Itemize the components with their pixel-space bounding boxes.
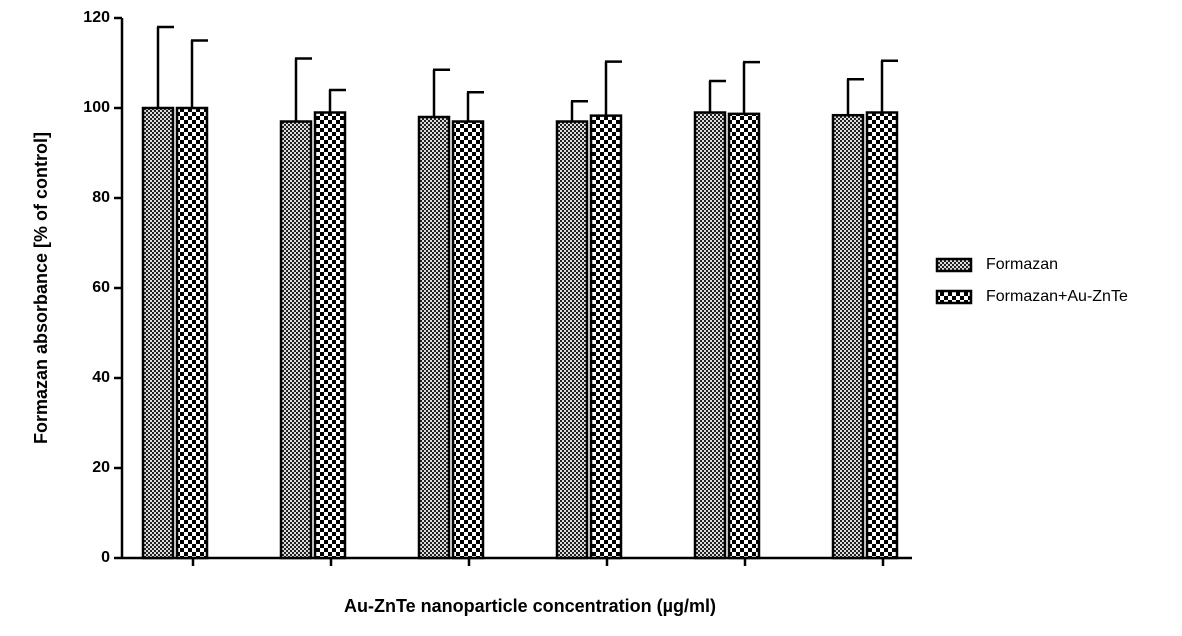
- y-tick-label: 20: [92, 459, 110, 476]
- bar: [589, 114, 623, 560]
- y-tick-label: 120: [83, 9, 110, 26]
- bar: [693, 111, 727, 560]
- x-axis-label: Au-ZnTe nanoparticle concentration (µg/m…: [344, 596, 716, 616]
- legend-label: Formazan: [986, 256, 1058, 273]
- bar: [451, 120, 485, 560]
- y-tick-label: 80: [92, 189, 110, 206]
- y-tick-label: 0: [101, 549, 110, 566]
- bar: [313, 111, 347, 560]
- legend-swatch: [935, 289, 973, 305]
- legend-label: Formazan+Au-ZnTe: [986, 288, 1128, 305]
- bar: [555, 120, 589, 560]
- bar: [831, 113, 865, 560]
- y-axis-label: Formazan absorbance [% of control]: [31, 132, 51, 444]
- y-tick-label: 100: [83, 99, 110, 116]
- y-tick-label: 40: [92, 369, 110, 386]
- y-tick-label: 60: [92, 279, 110, 296]
- legend-swatch: [935, 257, 973, 273]
- bar: [175, 106, 209, 560]
- bar: [279, 120, 313, 560]
- bar: [727, 112, 761, 560]
- bar: [865, 111, 899, 560]
- bar: [141, 106, 175, 560]
- bar: [417, 115, 451, 560]
